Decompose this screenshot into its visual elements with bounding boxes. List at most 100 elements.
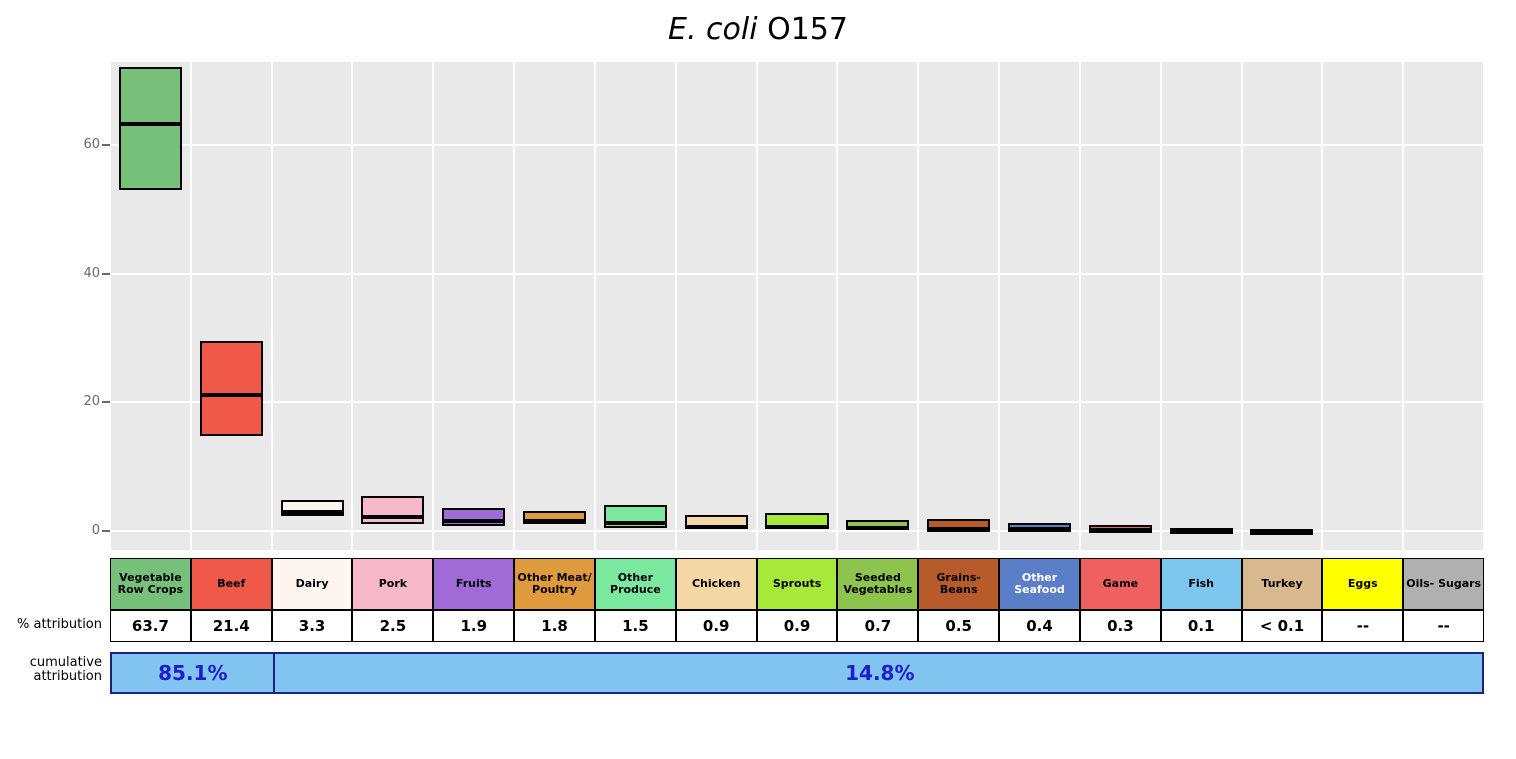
- y-tick-label: 40: [56, 266, 100, 281]
- cumulative-row: cumulative attribution 85.1%14.8%: [110, 652, 1484, 694]
- attribution-cell: 0.7: [837, 610, 918, 642]
- category-cell: Sprouts: [757, 558, 838, 610]
- gridline-horizontal: [110, 144, 1484, 146]
- gridline-vertical: [1079, 62, 1081, 550]
- gridline-vertical: [1241, 62, 1243, 550]
- boxplot-box: [442, 508, 505, 526]
- attribution-cell: 0.9: [757, 610, 838, 642]
- boxplot-box: [604, 505, 667, 527]
- chart-title: E. coli O157: [0, 12, 1516, 47]
- boxplot-median: [1089, 529, 1152, 533]
- title-rest: O157: [758, 12, 848, 47]
- gridline-vertical: [1160, 62, 1162, 550]
- category-cell: Seeded Vegetables: [837, 558, 918, 610]
- attribution-cell: 1.5: [595, 610, 676, 642]
- y-tick-mark: [102, 273, 110, 275]
- category-cell: Grains- Beans: [918, 558, 999, 610]
- attribution-cell: --: [1403, 610, 1484, 642]
- boxplot-median: [442, 519, 505, 523]
- category-cell: Pork: [352, 558, 433, 610]
- category-cell: Beef: [191, 558, 272, 610]
- attribution-row-label: % attribution: [17, 618, 110, 632]
- cumulative-divider: [273, 654, 275, 692]
- gridline-vertical: [917, 62, 919, 550]
- gridline-vertical: [351, 62, 353, 550]
- boxplot-box: [200, 341, 263, 435]
- attribution-cell: --: [1322, 610, 1403, 642]
- y-tick-mark: [102, 401, 110, 403]
- boxplot-median: [1250, 531, 1313, 535]
- cumulative-label: 14.8%: [845, 661, 914, 685]
- y-tick-mark: [102, 144, 110, 146]
- boxplot-median: [119, 122, 182, 126]
- category-cell: Game: [1080, 558, 1161, 610]
- boxplot-box: [119, 67, 182, 190]
- attribution-cell: 0.4: [999, 610, 1080, 642]
- y-tick-mark: [102, 530, 110, 532]
- boxplot-median: [604, 521, 667, 525]
- attribution-cell: 0.9: [676, 610, 757, 642]
- boxplot-median: [523, 519, 586, 523]
- category-header-row: Vegetable Row CropsBeefDairyPorkFruitsOt…: [110, 558, 1484, 610]
- gridline-vertical: [190, 62, 192, 550]
- boxplot-box: [1008, 523, 1071, 529]
- category-cell: Oils- Sugars: [1403, 558, 1484, 610]
- gridline-vertical: [836, 62, 838, 550]
- boxplot-median: [1008, 528, 1071, 532]
- gridline-vertical: [594, 62, 596, 550]
- boxplot-box: [927, 519, 990, 529]
- boxplot-median: [281, 510, 344, 514]
- boxplot-median: [685, 525, 748, 529]
- attribution-cell: 1.9: [433, 610, 514, 642]
- boxplot-box: [1250, 529, 1313, 533]
- gridline-horizontal: [110, 401, 1484, 403]
- attribution-cell: < 0.1: [1242, 610, 1323, 642]
- cumulative-row-label: cumulative attribution: [30, 656, 110, 685]
- gridline-vertical: [998, 62, 1000, 550]
- attribution-cell: 1.8: [514, 610, 595, 642]
- attribution-cell: 3.3: [272, 610, 353, 642]
- boxplot-box: [846, 520, 909, 528]
- boxplot-box: [765, 513, 828, 528]
- boxplot-box: [1170, 528, 1233, 532]
- y-tick-label: 0: [56, 523, 100, 538]
- category-cell: Turkey: [1242, 558, 1323, 610]
- category-cell: Chicken: [676, 558, 757, 610]
- gridline-vertical: [432, 62, 434, 550]
- title-italic: E. coli: [668, 12, 758, 47]
- plot-area: [110, 62, 1484, 550]
- boxplot-box: [361, 496, 424, 524]
- boxplot-box: [281, 500, 344, 516]
- attribution-cell: 21.4: [191, 610, 272, 642]
- category-cell: Other Meat/ Poultry: [514, 558, 595, 610]
- boxplot-box: [1089, 525, 1152, 530]
- attribution-cell: 63.7: [110, 610, 191, 642]
- boxplot-median: [361, 515, 424, 519]
- category-cell: Eggs: [1322, 558, 1403, 610]
- boxplot-median: [200, 393, 263, 397]
- category-cell: Fish: [1161, 558, 1242, 610]
- boxplot-median: [846, 526, 909, 530]
- boxplot-median: [765, 525, 828, 529]
- category-cell: Dairy: [272, 558, 353, 610]
- cumulative-box: 85.1% 14.8%: [110, 652, 1484, 694]
- chart-root: E. coli O157 % foodborne attribution Veg…: [0, 0, 1516, 759]
- attribution-cell: 0.1: [1161, 610, 1242, 642]
- category-cell: Vegetable Row Crops: [110, 558, 191, 610]
- gridline-horizontal: [110, 273, 1484, 275]
- boxplot-median: [927, 528, 990, 532]
- boxplot-box: [523, 511, 586, 524]
- attribution-cell: 0.5: [918, 610, 999, 642]
- cumulative-label: 85.1%: [158, 661, 227, 685]
- data-table: Vegetable Row CropsBeefDairyPorkFruitsOt…: [110, 558, 1484, 694]
- gridline-vertical: [1402, 62, 1404, 550]
- attribution-cell: 0.3: [1080, 610, 1161, 642]
- boxplot-box: [685, 515, 748, 528]
- y-tick-label: 20: [56, 394, 100, 409]
- gridline-vertical: [1483, 62, 1485, 550]
- gridline-vertical: [1321, 62, 1323, 550]
- attribution-row: % attribution 63.721.43.32.51.91.81.50.9…: [110, 610, 1484, 642]
- category-cell: Other Produce: [595, 558, 676, 610]
- gridline-vertical: [675, 62, 677, 550]
- y-tick-label: 60: [56, 137, 100, 152]
